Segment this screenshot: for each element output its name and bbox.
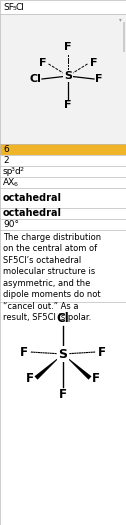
Text: 5: 5 xyxy=(12,6,16,12)
Bar xyxy=(0,177,126,188)
Text: Cl: Cl xyxy=(29,74,41,84)
Bar xyxy=(0,302,126,525)
Text: 90°: 90° xyxy=(3,220,19,229)
Text: F: F xyxy=(64,42,72,52)
Text: F: F xyxy=(26,372,34,384)
Text: F: F xyxy=(90,58,98,68)
Text: 6: 6 xyxy=(3,145,9,154)
Bar xyxy=(0,155,126,166)
Text: octahedral: octahedral xyxy=(3,208,62,218)
Text: F: F xyxy=(95,74,102,84)
Polygon shape xyxy=(63,354,91,380)
Bar xyxy=(0,208,126,219)
Text: 3: 3 xyxy=(11,167,15,172)
Text: F: F xyxy=(59,388,67,401)
Bar xyxy=(0,166,126,177)
Text: ▾: ▾ xyxy=(119,17,122,22)
Text: F: F xyxy=(98,345,106,359)
Text: AX: AX xyxy=(3,178,15,187)
Text: F: F xyxy=(64,100,72,110)
Polygon shape xyxy=(35,354,63,380)
Bar xyxy=(123,22,125,52)
Text: F: F xyxy=(39,58,46,68)
Bar xyxy=(0,230,126,302)
Text: The charge distribution
on the central atom of
SF5Cl’s octahedral
molecular stru: The charge distribution on the central a… xyxy=(3,233,101,322)
Text: 2: 2 xyxy=(3,156,9,165)
Bar xyxy=(0,144,126,155)
Text: octahedral: octahedral xyxy=(3,193,62,203)
Bar xyxy=(0,144,14,155)
Bar xyxy=(0,219,126,230)
Bar xyxy=(0,14,126,144)
Bar xyxy=(0,0,126,14)
Bar xyxy=(0,188,126,208)
Text: F: F xyxy=(20,345,28,359)
Text: 6: 6 xyxy=(13,182,17,187)
Text: Cl: Cl xyxy=(16,3,25,12)
Text: S: S xyxy=(64,71,72,81)
Text: F: F xyxy=(92,372,100,384)
Text: S: S xyxy=(58,348,68,361)
Text: 2: 2 xyxy=(20,167,24,172)
Text: SF: SF xyxy=(3,3,14,12)
Text: d: d xyxy=(14,167,20,176)
Text: sp: sp xyxy=(3,167,13,176)
Text: Cl: Cl xyxy=(57,312,69,325)
